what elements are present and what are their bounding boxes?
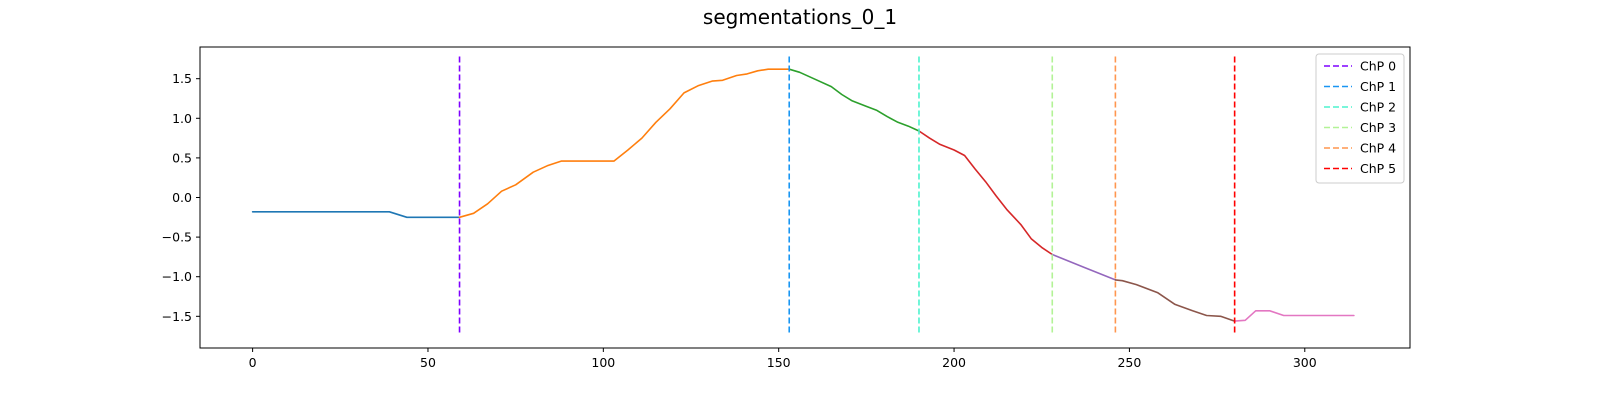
x-tick-label-3: 150 <box>767 355 791 370</box>
plot-frame <box>199 46 1411 349</box>
y-tick-label-6: 1.5 <box>172 71 192 86</box>
y-tick-label-3: 0.0 <box>172 190 192 205</box>
legend-label-3: ChP 3 <box>1360 120 1396 135</box>
legend: ChP 0 ChP 1 ChP 2 ChP 3 ChP 4 ChP 5 <box>1315 53 1405 184</box>
legend-label-1: ChP 1 <box>1360 79 1396 94</box>
series-layer <box>251 68 1355 322</box>
changepoint-layer <box>458 56 1236 335</box>
y-tick-label-4: 0.5 <box>172 150 192 165</box>
y-tick-label-2: −0.5 <box>162 230 192 245</box>
legend-label-5: ChP 5 <box>1360 161 1396 176</box>
legend-label-0: ChP 0 <box>1360 59 1396 74</box>
series-segment-1 <box>458 68 791 219</box>
axes-layer: 0 50 100 150 200 250 300 −1.5 −1.0 −0.5 0.0 0.5 1.0 1… <box>162 46 1411 370</box>
x-tick-label-5: 250 <box>1117 355 1141 370</box>
legend-label-2: ChP 2 <box>1360 100 1396 115</box>
series-segment-5 <box>1114 279 1236 322</box>
legend-label-4: ChP 4 <box>1360 141 1396 156</box>
series-segment-3 <box>918 130 1054 256</box>
series-segment-6 <box>1233 309 1355 322</box>
x-tick-label-1: 50 <box>420 355 436 370</box>
series-segment-4 <box>1051 253 1117 281</box>
series-segment-2 <box>788 68 920 132</box>
x-tick-label-4: 200 <box>942 355 966 370</box>
x-tick-label-6: 300 <box>1293 355 1317 370</box>
y-tick-label-5: 1.0 <box>172 111 192 126</box>
x-tick-label-0: 0 <box>249 355 257 370</box>
x-tick-label-2: 100 <box>591 355 615 370</box>
chart-title: segmentations_0_1 <box>703 5 897 29</box>
y-tick-label-1: −1.0 <box>162 269 192 284</box>
series-segment-0 <box>251 211 461 219</box>
y-tick-label-0: −1.5 <box>162 309 192 324</box>
